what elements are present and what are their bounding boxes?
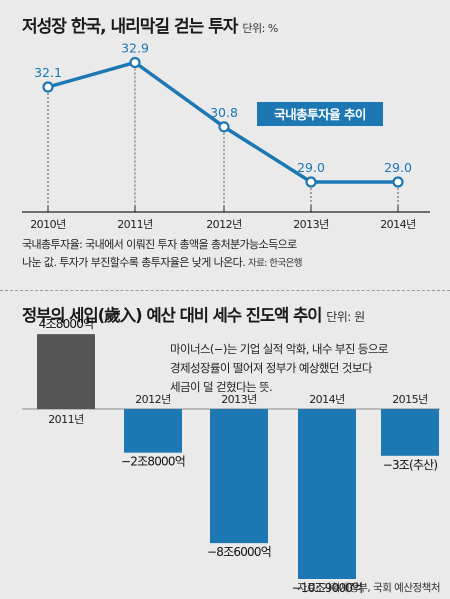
bottom-source: 자료: 기획재정부, 국회 예산정책처: [297, 582, 440, 594]
x-tick-label: 2010년: [30, 218, 66, 231]
x-tick-label: 2013년: [293, 218, 329, 231]
data-point: [129, 56, 141, 69]
data-label: 32.9: [121, 40, 149, 55]
x-tick-label: 2015년: [392, 393, 428, 406]
data-label: −8조6000억: [207, 545, 271, 559]
tax-revenue-bar-chart: 2011년 4조8000억 2012년 −2조8000억 2013년 −8조6000억 20…: [22, 317, 440, 595]
x-tick-label: 2011년: [48, 413, 84, 426]
data-label: 30.8: [210, 105, 238, 120]
annotation-line3: 세금이 덜 걷혔다는 뜻.: [170, 380, 273, 394]
top-note: 국내총투자율: 국내에서 이뤄진 투자 총액을 총처분가능소득으로 나눈 값. …: [22, 236, 302, 273]
data-label: −2조8000억: [121, 455, 185, 469]
series-callout-box: [257, 102, 383, 126]
data-point: [392, 176, 404, 188]
top-source: 자료: 한국은행: [248, 258, 302, 269]
x-tick-label: 2012년: [206, 218, 242, 231]
x-tick-label: 2014년: [309, 393, 345, 406]
bar: [381, 409, 439, 456]
data-label: −10조9000억: [292, 581, 363, 595]
series-callout-label: 국내총투자율 추이: [274, 107, 366, 122]
x-tick-label: 2012년: [135, 393, 171, 406]
bar: [298, 409, 356, 579]
top-unit: 단위: %: [242, 22, 278, 35]
x-tick-label: 2011년: [117, 218, 153, 231]
top-note-line2: 나눈 값. 투자가 부진할수록 총투자율은 낮게 나온다.: [22, 256, 246, 269]
data-label: 29.0: [297, 160, 325, 175]
bottom-annotation: 마이너스(−)는 기업 실적 악화, 내수 부진 등으로 경제성장률이 떨어져 …: [170, 340, 388, 397]
data-label: −3조(추산): [383, 458, 438, 472]
data-label: 4조8000억: [39, 317, 94, 331]
bottom-title-text: 정부의 세입(歲入) 예산 대비 세수 진도액 추이: [22, 306, 322, 325]
section-divider: [0, 290, 450, 291]
investment-rate-line-chart: 2010년 2011년 2012년 2013년 2014년 32.1 32.9 30.8 29.…: [22, 40, 430, 231]
top-note-line2-row: 나눈 값. 투자가 부진할수록 총투자율은 낮게 나온다. 자료: 한국은행: [22, 254, 302, 273]
bottom-chart-title: 정부의 세입(歲入) 예산 대비 세수 진도액 추이 단위: 원: [22, 302, 365, 326]
bar: [124, 409, 182, 453]
data-point: [305, 176, 317, 188]
data-label: 29.0: [384, 160, 412, 175]
x-tick-label: 2014년: [380, 218, 416, 231]
top-chart-title: 저성장 한국, 내리막길 걷는 투자 단위: %: [22, 12, 278, 37]
annotation-line2: 경제성장률이 떨어져 정부가 예상했던 것보다: [170, 361, 372, 375]
top-note-line1: 국내총투자율: 국내에서 이뤄진 투자 총액을 총처분가능소득으로: [22, 238, 297, 251]
bar: [210, 409, 268, 544]
bottom-unit: 단위: 원: [326, 310, 365, 324]
x-tick-label: 2013년: [221, 393, 257, 406]
data-label: 32.1: [34, 65, 62, 80]
data-point: [42, 81, 54, 93]
top-title-text: 저성장 한국, 내리막길 걷는 투자: [22, 17, 238, 37]
data-point: [218, 121, 230, 133]
bar: [37, 334, 95, 409]
annotation-line1: 마이너스(−)는 기업 실적 악화, 내수 부진 등으로: [170, 342, 388, 356]
